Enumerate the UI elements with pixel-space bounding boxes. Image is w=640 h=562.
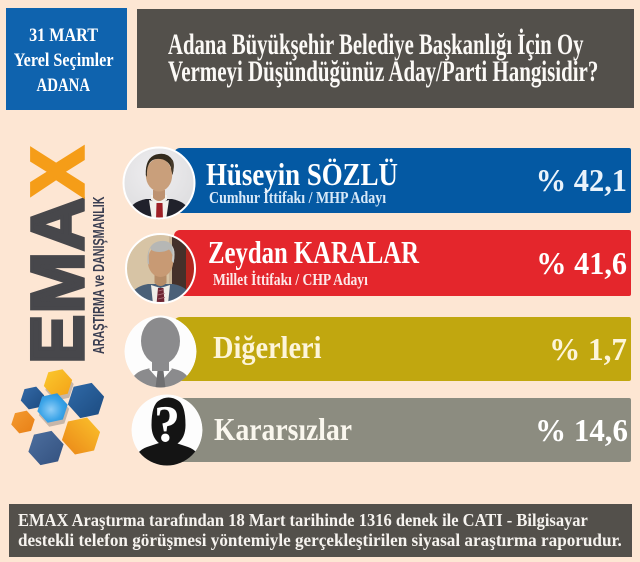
svg-text:?: ? <box>154 397 180 454</box>
